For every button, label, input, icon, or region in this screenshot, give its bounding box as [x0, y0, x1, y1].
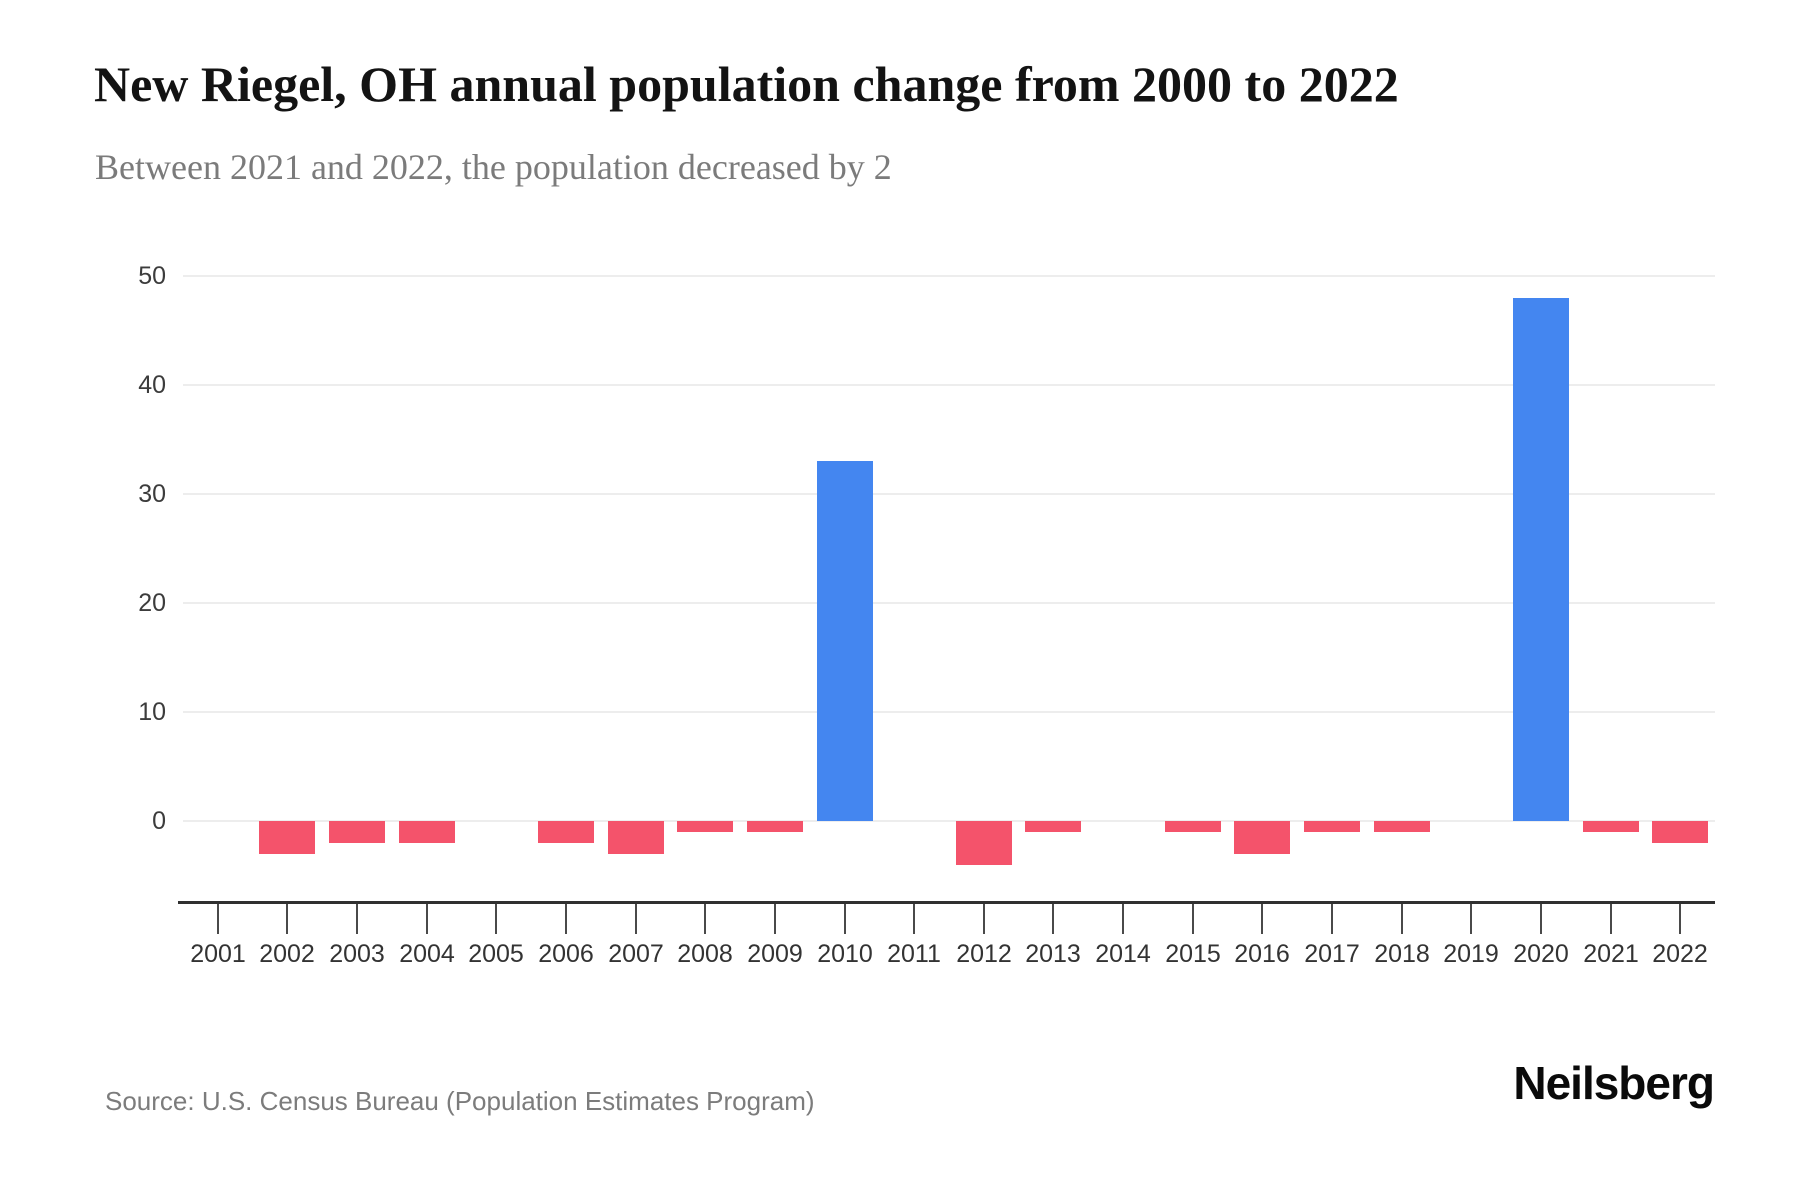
bar-2002 — [259, 821, 315, 854]
x-axis-label-2004: 2004 — [399, 940, 455, 968]
chart-subtitle: Between 2021 and 2022, the population de… — [95, 147, 892, 187]
x-tick-2003 — [356, 904, 358, 934]
x-axis-label-2006: 2006 — [538, 940, 594, 968]
x-tick-2020 — [1540, 904, 1542, 934]
x-tick-2004 — [426, 904, 428, 934]
x-axis-label-2010: 2010 — [817, 940, 873, 968]
bar-2021 — [1583, 821, 1639, 832]
x-tick-2007 — [635, 904, 637, 934]
x-tick-2018 — [1401, 904, 1403, 934]
bar-2004 — [399, 821, 455, 843]
x-axis-label-2011: 2011 — [887, 940, 941, 968]
y-axis-label-10: 10 — [138, 698, 166, 726]
gridline-50 — [183, 275, 1715, 277]
bar-2012 — [956, 821, 1012, 865]
bar-2007 — [608, 821, 664, 854]
y-axis-label-50: 50 — [138, 262, 166, 290]
x-axis-label-2008: 2008 — [677, 940, 733, 968]
gridline-10 — [183, 711, 1715, 713]
x-axis-label-2019: 2019 — [1443, 940, 1499, 968]
x-axis-label-2009: 2009 — [747, 940, 803, 968]
bar-2018 — [1374, 821, 1430, 832]
bar-2010 — [817, 461, 873, 821]
x-tick-2022 — [1679, 904, 1681, 934]
gridline-30 — [183, 493, 1715, 495]
x-axis-label-2021: 2021 — [1583, 940, 1639, 968]
bar-2015 — [1165, 821, 1221, 832]
x-axis-label-2012: 2012 — [956, 940, 1012, 968]
x-tick-2010 — [844, 904, 846, 934]
x-tick-2005 — [495, 904, 497, 934]
x-axis-label-2003: 2003 — [329, 940, 385, 968]
bar-2013 — [1025, 821, 1081, 832]
bar-2022 — [1652, 821, 1708, 843]
bar-2009 — [747, 821, 803, 832]
x-axis-label-2001: 2001 — [190, 940, 246, 968]
y-axis-label-20: 20 — [138, 589, 166, 617]
x-tick-2006 — [565, 904, 567, 934]
x-tick-2009 — [774, 904, 776, 934]
bar-2017 — [1304, 821, 1360, 832]
x-axis-label-2013: 2013 — [1025, 940, 1081, 968]
x-axis-label-2002: 2002 — [259, 940, 315, 968]
chart-title: New Riegel, OH annual population change … — [94, 56, 1399, 112]
gridline-0 — [183, 820, 1715, 822]
bar-2003 — [329, 821, 385, 843]
x-axis-label-2022: 2022 — [1652, 940, 1708, 968]
bar-2006 — [538, 821, 594, 843]
x-axis-line — [178, 901, 1715, 904]
x-axis-label-2005: 2005 — [468, 940, 524, 968]
x-tick-2012 — [983, 904, 985, 934]
x-axis-label-2017: 2017 — [1304, 940, 1360, 968]
x-tick-2008 — [704, 904, 706, 934]
x-tick-2014 — [1122, 904, 1124, 934]
gridline-40 — [183, 384, 1715, 386]
bar-2008 — [677, 821, 733, 832]
x-tick-2019 — [1470, 904, 1472, 934]
x-tick-2001 — [217, 904, 219, 934]
x-tick-2013 — [1052, 904, 1054, 934]
bar-2020 — [1513, 298, 1569, 821]
bar-2016 — [1234, 821, 1290, 854]
x-axis-label-2018: 2018 — [1374, 940, 1430, 968]
x-tick-2021 — [1610, 904, 1612, 934]
x-axis-label-2016: 2016 — [1234, 940, 1290, 968]
gridline-20 — [183, 602, 1715, 604]
x-tick-2017 — [1331, 904, 1333, 934]
y-axis-label-30: 30 — [138, 480, 166, 508]
source-note: Source: U.S. Census Bureau (Population E… — [105, 1086, 815, 1116]
x-axis-label-2015: 2015 — [1165, 940, 1221, 968]
x-axis-label-2014: 2014 — [1095, 940, 1151, 968]
x-tick-2015 — [1192, 904, 1194, 934]
y-axis-label-40: 40 — [138, 371, 166, 399]
x-tick-2011 — [913, 904, 915, 934]
brand-logo: Neilsberg — [1513, 1057, 1715, 1109]
y-axis-label-0: 0 — [152, 807, 166, 835]
x-tick-2002 — [286, 904, 288, 934]
x-axis-label-2007: 2007 — [608, 940, 664, 968]
x-tick-2016 — [1261, 904, 1263, 934]
x-axis-label-2020: 2020 — [1513, 940, 1569, 968]
